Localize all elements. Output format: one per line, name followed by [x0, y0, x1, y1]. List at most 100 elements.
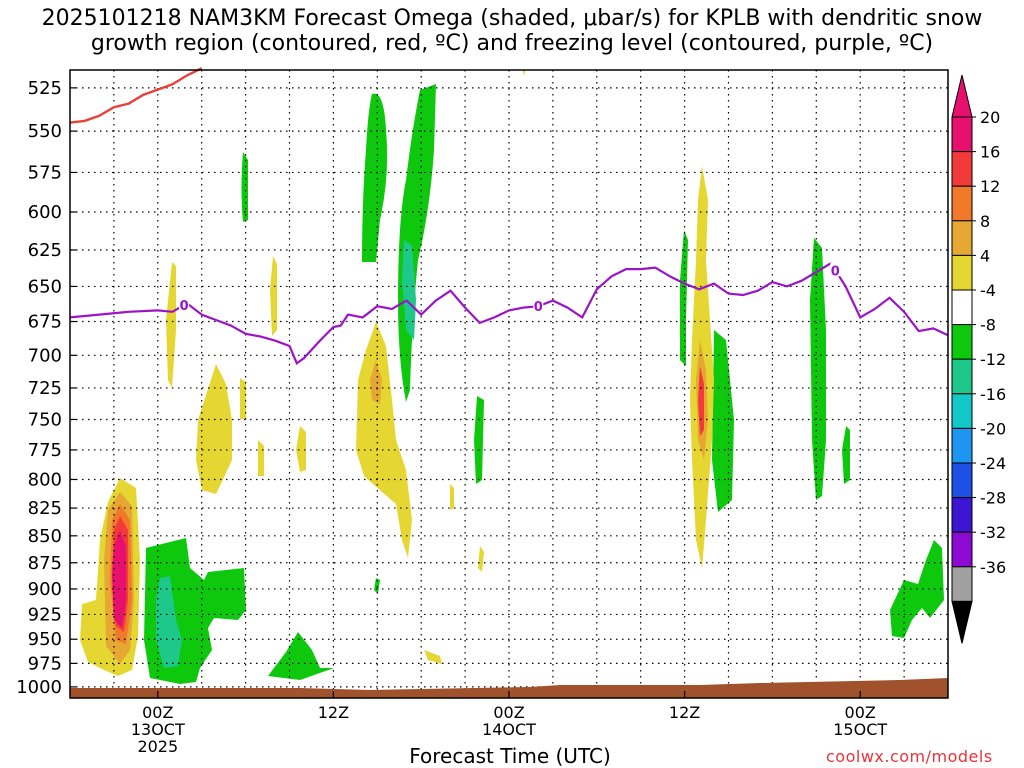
colorbar-swatch	[951, 531, 973, 568]
colorbar-label: -36	[980, 558, 1006, 577]
omega-very-strong-positive-region	[112, 530, 126, 628]
y-tick-label: 825	[28, 498, 62, 519]
x-tick-label: 13OCT	[131, 720, 185, 739]
omega-negative-region	[362, 93, 388, 263]
freezing-level-label: 0	[534, 300, 543, 315]
y-tick-label: 900	[28, 579, 62, 600]
colorbar-swatch	[951, 324, 973, 360]
colorbar-label: -24	[980, 454, 1006, 473]
colorbar-swatch	[951, 358, 973, 395]
colorbar-top-arrow	[951, 74, 973, 118]
dgz-contour	[69, 67, 203, 124]
y-tick-label: 875	[28, 553, 62, 574]
omega-shading	[80, 70, 944, 684]
colorbar-label: -12	[980, 350, 1006, 369]
freezing-level-label-bg	[179, 297, 190, 312]
y-tick-label: 750	[28, 409, 62, 430]
freezing-level-label: 0	[180, 299, 189, 314]
credit-text: coolwx.com/models	[826, 747, 993, 766]
omega-positive-region	[522, 70, 526, 76]
omega-positive-region	[450, 484, 454, 510]
chart-title-line-2: growth region (contoured, red, ºC) and f…	[90, 31, 934, 56]
y-tick-label: 700	[28, 345, 62, 366]
y-tick-label: 950	[28, 629, 62, 650]
grid-lines	[70, 70, 948, 698]
y-tick-label: 575	[28, 162, 62, 183]
x-tick-label: 2025	[137, 737, 178, 756]
colorbar-label: 4	[980, 246, 990, 265]
colorbar-swatch	[951, 393, 973, 429]
y-tick-label: 850	[28, 526, 62, 547]
omega-negative-region	[268, 632, 334, 680]
x-tick-label: 12Z	[318, 703, 349, 722]
x-tick-label: 15OCT	[833, 720, 887, 739]
freezing-level-label-bg	[533, 298, 544, 313]
x-tick-label: 12Z	[669, 703, 700, 722]
colorbar-label: -16	[980, 385, 1006, 404]
x-axis-label: Forecast Time (UTC)	[409, 744, 611, 768]
x-tick-label: 00Z	[845, 703, 876, 722]
y-tick-label: 775	[28, 440, 62, 461]
omega-positive-region	[478, 546, 484, 572]
colorbar-swatch	[951, 427, 973, 464]
y-tick-label: 650	[28, 276, 62, 297]
colorbar-label: 20	[980, 108, 1000, 127]
colorbar-label: 8	[980, 212, 990, 231]
colorbar-label: -4	[980, 281, 996, 300]
y-tick-label: 675	[28, 312, 62, 333]
colorbar-label: -28	[980, 489, 1006, 508]
y-axis: 525 550 575 600 625 650 675 700 725 750 775 800 825 8…	[16, 78, 76, 698]
omega-negative-region	[810, 238, 826, 500]
colorbar-swatch	[951, 185, 973, 222]
omega-strong-negative-region	[156, 576, 182, 668]
colorbar-label: -8	[980, 316, 996, 335]
y-tick-label: 725	[28, 378, 62, 399]
omega-positive-region	[356, 322, 412, 558]
chart-title-line-1: 2025101218 NAM3KM Forecast Omega (shaded…	[41, 6, 983, 31]
y-tick-label: 975	[28, 653, 62, 674]
omega-negative-region	[712, 330, 734, 512]
colorbar-swatch	[951, 116, 973, 153]
y-tick-label: 525	[28, 78, 62, 99]
omega-positive-region	[166, 262, 176, 388]
omega-negative-region	[241, 152, 248, 222]
colorbar-label: -32	[980, 523, 1006, 542]
omega-positive-region	[258, 440, 264, 476]
colorbar-swatch	[951, 151, 973, 187]
colorbar-swatch	[951, 254, 973, 291]
colorbar-bottom-arrow	[951, 600, 973, 644]
omega-positive-region	[240, 378, 246, 420]
omega-positive-region	[270, 256, 277, 336]
omega-moderate-positive-region	[370, 360, 382, 404]
omega-positive-region	[424, 650, 442, 664]
y-tick-label: 550	[28, 121, 62, 142]
colorbar-label: 16	[980, 143, 1000, 162]
omega-negative-region	[474, 396, 484, 484]
y-tick-label: 600	[28, 202, 62, 223]
y-tick-label: 925	[28, 604, 62, 625]
omega-positive-region	[196, 364, 232, 494]
freezing-level-contour	[69, 261, 949, 366]
x-tick-label: 00Z	[142, 703, 173, 722]
colorbar-swatch	[951, 220, 973, 256]
omega-strong-positive-region	[698, 366, 704, 436]
colorbar-label: 12	[980, 177, 1000, 196]
omega-positive-region	[296, 426, 306, 472]
colorbar-label: -20	[980, 419, 1006, 438]
freezing-level-label-bg	[830, 262, 841, 277]
colorbar-swatch	[951, 462, 973, 499]
y-tick-label: 800	[28, 469, 62, 490]
omega-negative-region	[842, 426, 850, 484]
y-tick-label: 1000	[16, 677, 62, 698]
colorbar-swatch	[951, 497, 973, 533]
contour-lines: 0 0 0	[69, 67, 949, 366]
x-tick-label: 00Z	[493, 703, 524, 722]
colorbar-swatch	[951, 566, 973, 602]
colorbar: 20 16 12 8 4 -4 -8 -12 -16 -20 -24 -28 -32 -36	[951, 74, 1006, 644]
omega-strong-negative-region	[402, 240, 416, 340]
freezing-level-label: 0	[831, 264, 840, 279]
terrain-fill	[70, 678, 948, 698]
x-tick-label: 14OCT	[482, 720, 536, 739]
